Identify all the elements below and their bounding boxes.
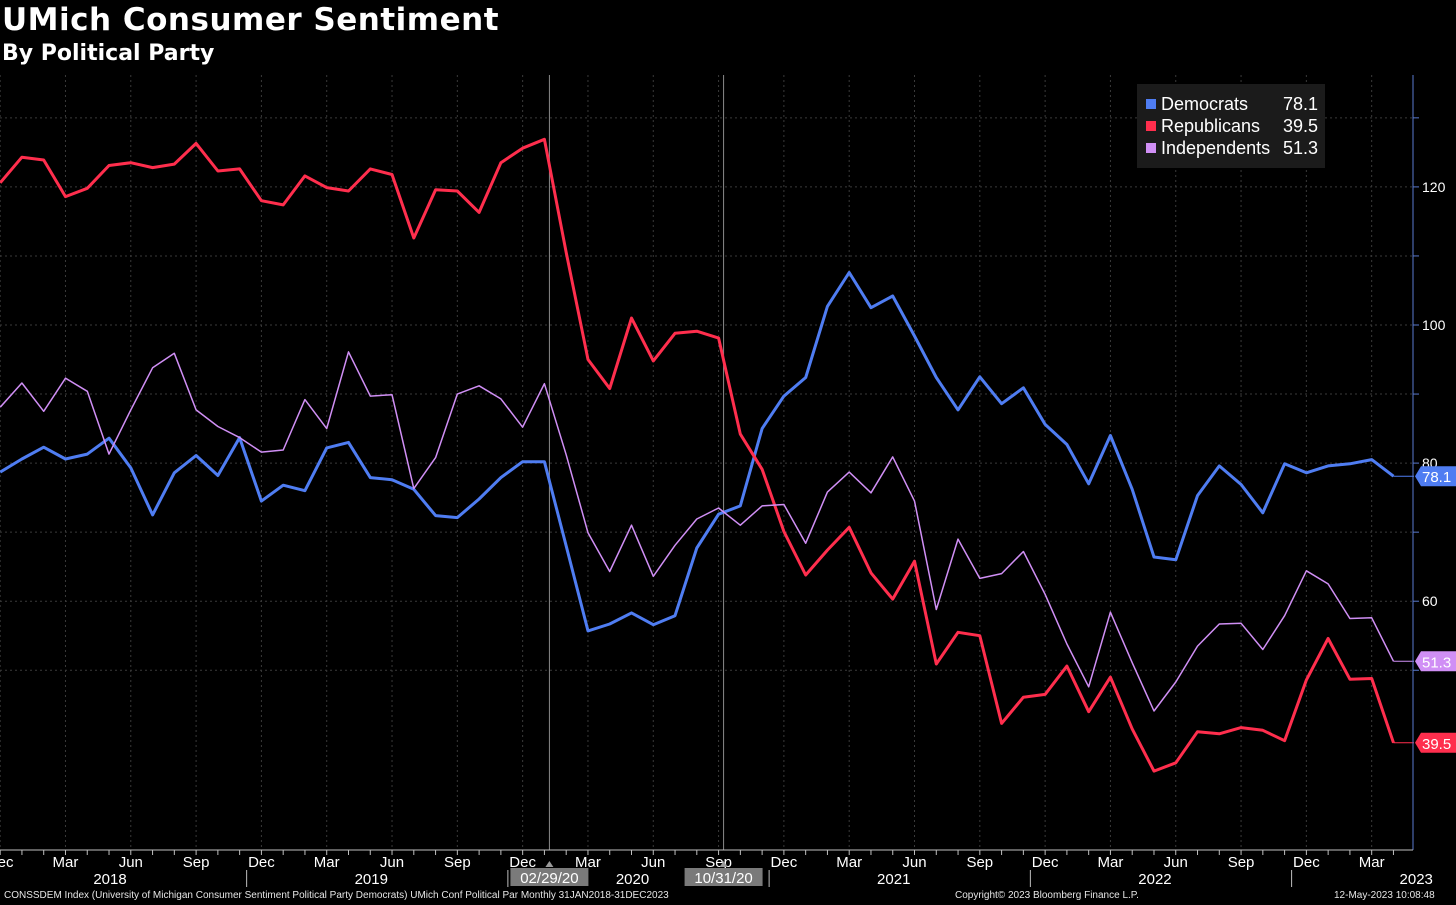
footer-source: CONSSDEM Index (University of Michigan C… [4,890,669,901]
series-line-democrats [0,271,1395,633]
event-marker-tag [684,868,763,886]
x-month-label: Mar [836,854,862,871]
x-month-label: Mar [1098,854,1124,871]
event-marker-tag [510,868,589,886]
footer-timestamp: 12-May-2023 10:08:48 [1334,890,1435,901]
x-month-label: Jun [641,854,665,871]
x-month-label: Dec [1032,854,1059,871]
independents-swatch [1146,143,1156,153]
legend-label: Democrats [1161,94,1249,114]
x-year-label: 2021 [877,871,910,888]
chart-subtitle: By Political Party [2,41,215,66]
x-month-label: Sep [966,854,993,871]
series-line-independents [0,351,1395,712]
axes: 608010012078.139.551.3DecMarJunSepDecMar… [0,75,1456,888]
x-month-label: Mar [1359,854,1385,871]
event-marker-label: 02/29/20 [520,870,578,887]
legend-label: Republicans [1161,116,1261,136]
value-tag-label: 51.3 [1422,654,1451,671]
event-marker-caret [719,861,728,867]
x-month-label: Jun [119,854,143,871]
x-month-label: Jun [902,854,926,871]
legend-value: 39.5 [1282,116,1318,136]
x-year-label: 2018 [93,871,126,888]
y-tick-label: 120 [1422,179,1446,195]
legend: Democrats 78.1 Republicans 39.5 Independ… [1137,84,1325,168]
value-tag-independents [1415,651,1456,672]
legend-value: 78.1 [1282,94,1318,114]
grid-lines [0,75,1412,850]
event-markers [548,75,725,850]
republicans-swatch [1146,121,1156,131]
x-year-label: 2023 [1400,871,1433,888]
x-month-label: Dec [248,854,275,871]
legend-item-republicans[interactable]: Republicans 39.5 [1146,115,1318,137]
x-month-label: Jun [1164,854,1188,871]
x-month-label: Dec [0,854,14,871]
value-tag-label: 39.5 [1422,736,1451,753]
x-month-label: Dec [771,854,798,871]
y-tick-label: 100 [1422,317,1446,333]
x-year-label: 2020 [616,871,649,888]
chart-title: UMich Consumer Sentiment [2,2,500,38]
legend-item-independents[interactable]: Independents 51.3 [1146,137,1318,159]
x-month-label: Sep [444,854,471,871]
x-month-label: Mar [314,854,340,871]
series-lines [0,137,1414,773]
x-year-label: 2022 [1138,871,1171,888]
value-tag-label: 78.1 [1422,469,1451,486]
event-marker-caret [545,861,554,867]
x-month-label: Dec [509,854,536,871]
democrats-swatch [1146,99,1156,109]
footer-copyright: Copyright© 2023 Bloomberg Finance L.P. [955,890,1139,901]
x-month-label: Jun [380,854,404,871]
y-tick-label: 60 [1422,593,1438,609]
legend-value: 51.3 [1282,138,1318,158]
x-month-label: Dec [1293,854,1320,871]
legend-item-democrats[interactable]: Democrats 78.1 [1146,93,1318,115]
series-line-republicans [0,137,1395,773]
x-month-label: Sep [183,854,210,871]
value-tag-democrats [1415,466,1456,487]
x-year-label: 2019 [355,871,388,888]
value-tag-republicans [1415,732,1456,753]
legend-label: Independents [1161,138,1271,158]
x-month-label: Mar [53,854,79,871]
x-month-label: Sep [1228,854,1255,871]
event-marker-label: 10/31/20 [694,870,752,887]
x-month-label: Mar [575,854,601,871]
